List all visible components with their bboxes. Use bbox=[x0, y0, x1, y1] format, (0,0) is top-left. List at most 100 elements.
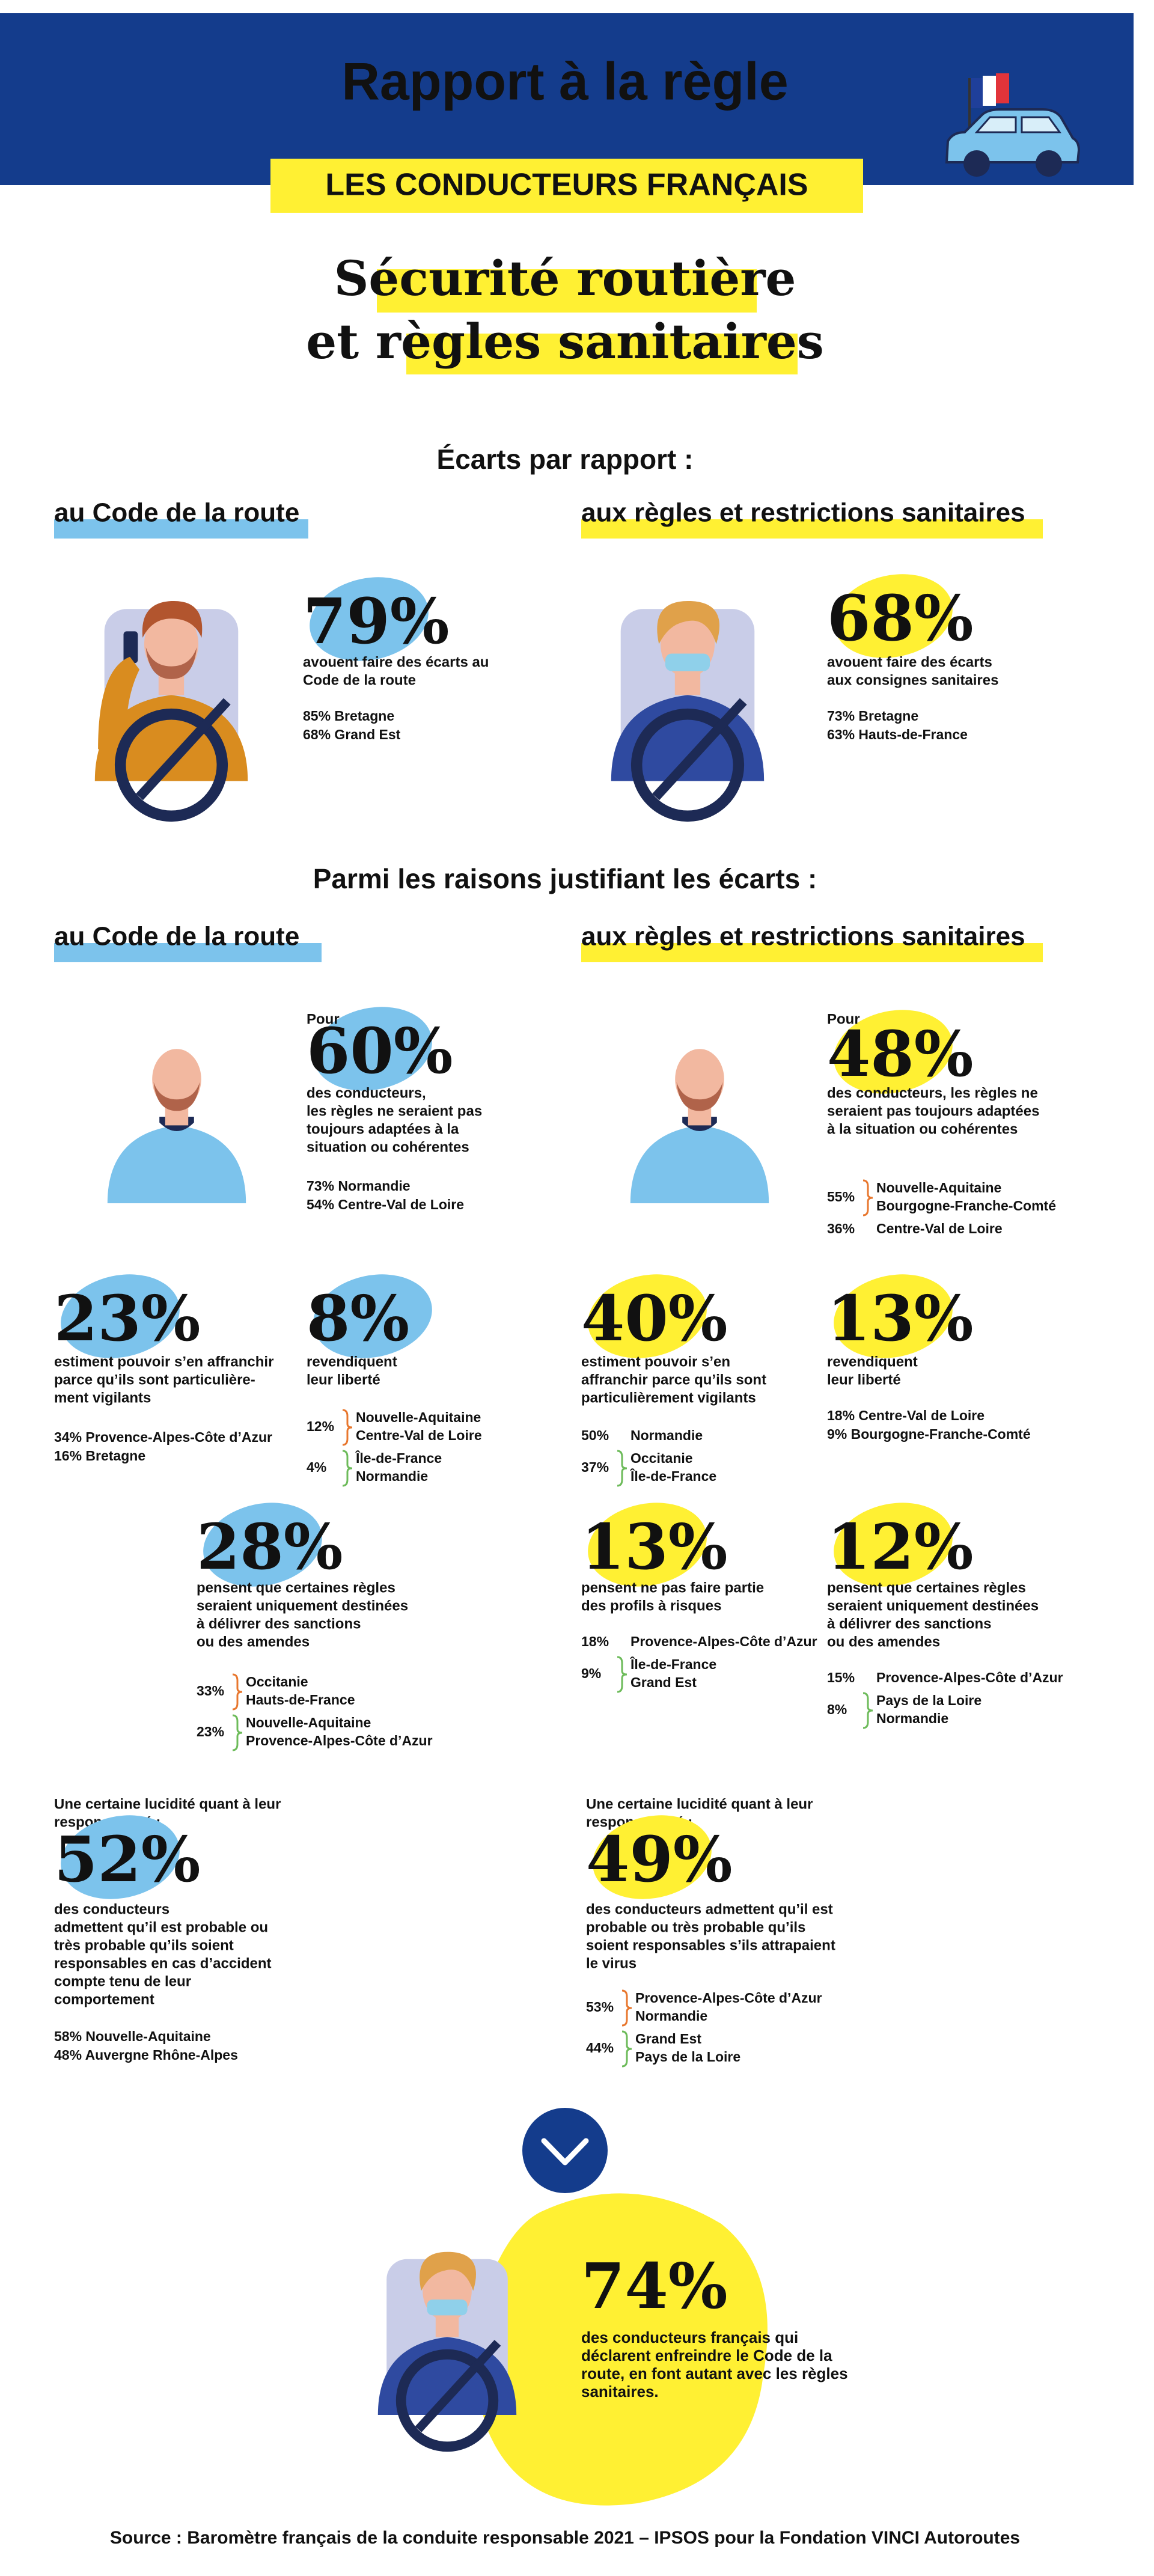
stat-text: ou des amendes bbox=[827, 1634, 940, 1650]
stat-text: sanitaires. bbox=[581, 2382, 659, 2401]
region-name: Île-de-France bbox=[355, 1450, 442, 1466]
stat-text: leur liberté bbox=[307, 1372, 380, 1388]
region-name: Nouvelle-Aquitaine bbox=[246, 1715, 371, 1730]
stat-value: 13% bbox=[581, 1510, 728, 1584]
steering-spoke bbox=[136, 698, 231, 801]
column-title: au Code de la route bbox=[54, 922, 299, 951]
car-window bbox=[974, 116, 1061, 133]
stat-value: 79% bbox=[303, 584, 450, 658]
region-percent: 9% bbox=[581, 1665, 601, 1681]
brace bbox=[617, 1450, 627, 1487]
region-percent: 50% bbox=[581, 1427, 609, 1443]
stat-text: comportement bbox=[54, 1991, 154, 2007]
person-illustration bbox=[611, 600, 765, 822]
stat-text: à délivrer des sanctions bbox=[197, 1616, 361, 1632]
arm bbox=[98, 656, 139, 749]
mask bbox=[427, 2300, 468, 2316]
stat-text: ou des amendes bbox=[197, 1634, 310, 1650]
value-blob bbox=[588, 1274, 707, 1358]
stat-value: 49% bbox=[586, 1822, 733, 1896]
person-illustration bbox=[630, 1049, 769, 1203]
person-illustration bbox=[107, 1049, 246, 1203]
region-stat: 48% Auvergne Rhône-Alpes bbox=[54, 2047, 238, 2063]
head bbox=[152, 1049, 201, 1109]
region-name: Centre-Val de Loire bbox=[876, 1221, 1003, 1236]
region-percent: 55% bbox=[827, 1189, 855, 1204]
beard bbox=[153, 1082, 200, 1111]
region-stat: 73% Bretagne bbox=[827, 708, 918, 724]
stat-value: 60% bbox=[307, 1014, 453, 1088]
steering-wheel bbox=[114, 708, 228, 822]
stat-text: des conducteurs bbox=[54, 1901, 169, 1917]
region-percent: 4% bbox=[307, 1459, 326, 1475]
region-name: Normandie bbox=[356, 1468, 428, 1484]
column-highlight bbox=[54, 943, 322, 962]
value-blob bbox=[593, 1815, 712, 1899]
stat-text: estiment pouvoir s’en affranchir bbox=[54, 1354, 273, 1370]
column-highlight bbox=[581, 943, 1043, 962]
column-highlight bbox=[54, 519, 308, 539]
stat-text: très probable qu’ils soient bbox=[54, 1937, 234, 1953]
region-stat: 73% Normandie bbox=[307, 1178, 411, 1194]
region-percent: 33% bbox=[197, 1683, 224, 1699]
lead-text: Une certaine lucidité quant à leur bbox=[586, 1796, 813, 1812]
stat-text: revendiquent bbox=[307, 1354, 397, 1370]
flag-red bbox=[996, 73, 1009, 103]
region-percent: 12% bbox=[307, 1418, 334, 1434]
header-title: Rapport à la règle bbox=[341, 51, 788, 111]
mask bbox=[665, 653, 710, 671]
region-name: Hauts-de-France bbox=[246, 1692, 355, 1708]
headline-highlight bbox=[377, 269, 757, 313]
region-name: Nouvelle-Aquitaine bbox=[876, 1180, 1001, 1195]
hair bbox=[420, 2251, 476, 2291]
value-blob bbox=[61, 1274, 180, 1358]
stat-text: admettent qu’il est probable ou bbox=[54, 1919, 268, 1935]
region-stat: 58% Nouvelle-Aquitaine bbox=[54, 2028, 211, 2044]
region-stat: 34% Provence-Alpes-Côte d’Azur bbox=[54, 1429, 272, 1445]
region-percent: 15% bbox=[827, 1670, 855, 1685]
brace bbox=[342, 1450, 353, 1487]
region-percent: 23% bbox=[197, 1724, 224, 1739]
flag-white bbox=[983, 76, 996, 106]
brace bbox=[621, 1989, 632, 2027]
stat-text: route, en font autant avec les règles bbox=[581, 2364, 848, 2382]
region-name: Provence-Alpes-Côte d’Azur bbox=[630, 1634, 817, 1649]
stat-text: des conducteurs admettent qu’il est bbox=[586, 1901, 833, 1917]
car-wheel bbox=[1036, 150, 1062, 177]
region-stat: 63% Hauts-de-France bbox=[827, 727, 968, 742]
region-name: Normandie bbox=[635, 2008, 707, 2024]
chevron-arrow bbox=[541, 2138, 589, 2165]
value-blob bbox=[61, 1815, 180, 1899]
subtitle-box bbox=[270, 159, 863, 213]
region-percent: 36% bbox=[827, 1221, 855, 1236]
stat-text: aux consignes sanitaires bbox=[827, 672, 998, 688]
column-title: aux règles et restrictions sanitaires bbox=[581, 922, 1025, 951]
beard bbox=[145, 647, 197, 679]
stat-text: parce qu’ils sont particulière- bbox=[54, 1372, 255, 1388]
intro-text: Pour bbox=[307, 1011, 340, 1027]
value-blob bbox=[834, 1010, 953, 1094]
section-title: Parmi les raisons justifiant les écarts … bbox=[313, 863, 817, 894]
flag-blue bbox=[969, 78, 983, 108]
region-name: Centre-Val de Loire bbox=[356, 1427, 482, 1443]
source: Source : Baromètre français de la condui… bbox=[110, 2528, 1020, 2548]
bottom-blob bbox=[474, 2193, 768, 2506]
region-percent: 37% bbox=[581, 1459, 609, 1475]
column-highlight bbox=[581, 519, 1043, 539]
lead-text: Une certaine lucidité quant à leur bbox=[54, 1796, 281, 1812]
brace bbox=[342, 1409, 353, 1446]
header-subtitle: LES CONDUCTEURS FRANÇAIS bbox=[325, 168, 808, 203]
stat-text: à délivrer des sanctions bbox=[827, 1616, 991, 1632]
stat-value: 68% bbox=[827, 581, 974, 655]
phone bbox=[123, 631, 138, 664]
region-percent: 53% bbox=[586, 1999, 614, 2015]
headline: Sécurité routière bbox=[334, 250, 796, 307]
intro-text: Pour bbox=[827, 1011, 860, 1027]
value-blob bbox=[588, 1503, 707, 1587]
value-blob bbox=[834, 1503, 953, 1587]
stat-value: 8% bbox=[307, 1281, 409, 1355]
region-percent: 44% bbox=[586, 2040, 614, 2056]
stat-text: avouent faire des écarts au bbox=[303, 654, 489, 670]
